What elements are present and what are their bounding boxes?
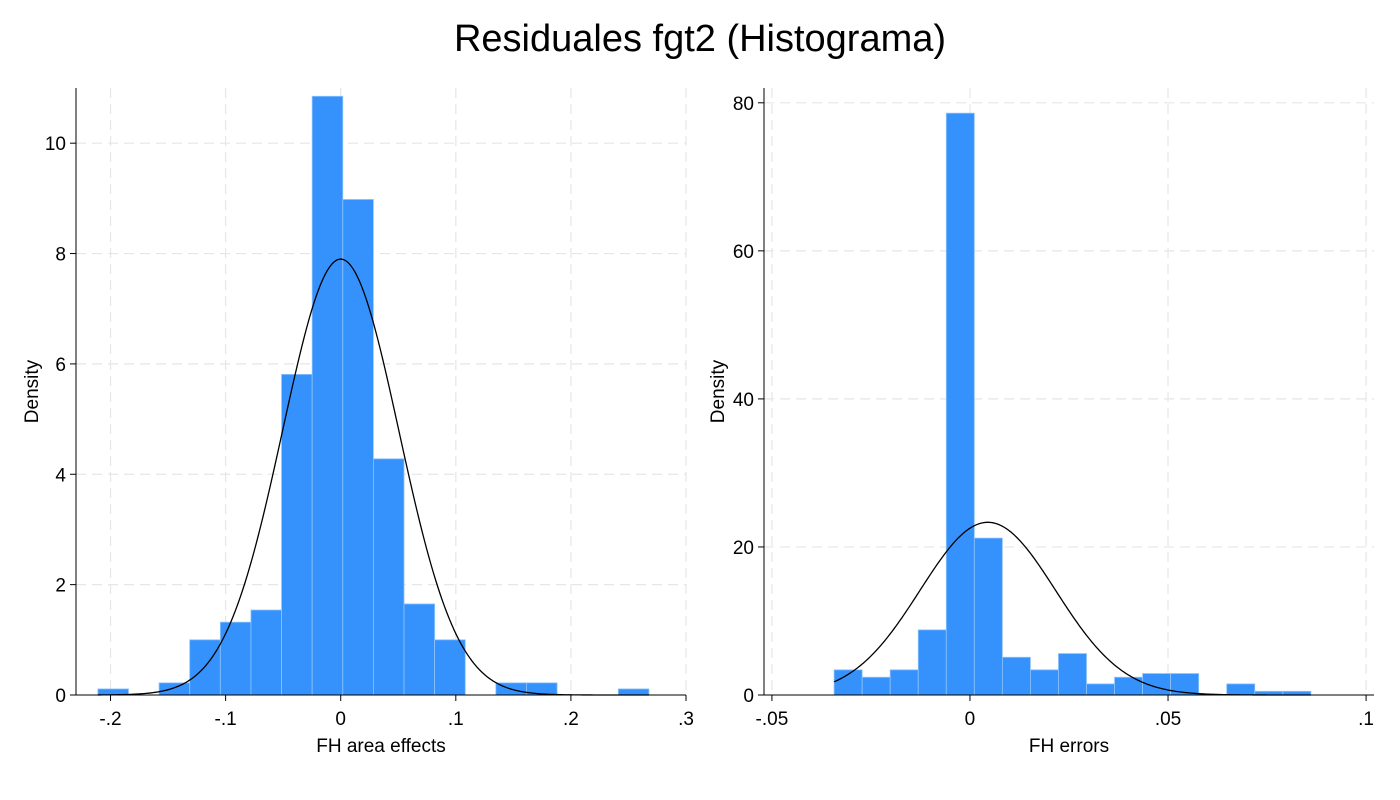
histogram-bar [1030, 670, 1058, 695]
histogram-bar [220, 622, 251, 695]
histogram-bar [1227, 684, 1255, 695]
x-axis-title: FH area effects [316, 736, 446, 757]
histogram-bar [159, 683, 190, 695]
x-tick-label: -.1 [215, 709, 237, 730]
x-axis-title: FH errors [1029, 736, 1109, 757]
histogram-bar [862, 677, 890, 695]
y-tick-label: 10 [45, 134, 66, 155]
histogram-bar [890, 670, 918, 695]
x-tick-label: 0 [965, 709, 976, 730]
histogram-bar [1002, 657, 1030, 695]
histogram-bar [190, 640, 221, 695]
histogram-bar [251, 610, 282, 695]
x-tick-label: -.05 [756, 709, 789, 730]
histogram-bar [435, 640, 466, 695]
x-tick-label: 0 [335, 709, 346, 730]
y-tick-label: 2 [55, 576, 66, 597]
y-tick-label: 0 [55, 686, 66, 707]
y-tick-label: 0 [743, 686, 754, 707]
y-tick-label: 40 [733, 390, 754, 411]
histogram-bar [343, 199, 374, 695]
x-tick-label: -.2 [99, 709, 121, 730]
y-tick-label: 6 [55, 355, 66, 376]
histogram-bar [404, 604, 435, 695]
histogram-bar [946, 113, 974, 695]
histogram-bar [1087, 684, 1115, 695]
histogram-bar [918, 630, 946, 695]
histogram-bar [1058, 654, 1086, 695]
histogram-bar [282, 374, 313, 695]
histogram-bar [312, 96, 343, 695]
histogram-bar [974, 538, 1002, 695]
y-tick-label: 20 [733, 538, 754, 559]
y-axis-title: Density [708, 359, 729, 423]
histogram-bar [618, 689, 649, 695]
y-tick-label: 4 [55, 465, 66, 486]
panel-area-effects: 0 2 4 6 8 10 -.2 -.1 0 .1 .2 .3 FH area effects Densi… [22, 88, 694, 757]
histogram-bar [834, 670, 862, 695]
x-tick-label: .1 [1358, 709, 1374, 730]
y-tick-label: 8 [55, 245, 66, 266]
y-tick-label: 80 [733, 94, 754, 115]
y-axis-title: Density [22, 359, 43, 423]
x-tick-label: .1 [448, 709, 464, 730]
x-tick-label: .2 [563, 709, 579, 730]
x-tick-label: .3 [678, 709, 694, 730]
x-tick-label: .05 [1155, 709, 1181, 730]
y-tick-label: 60 [733, 242, 754, 263]
histogram-bar [373, 459, 404, 695]
